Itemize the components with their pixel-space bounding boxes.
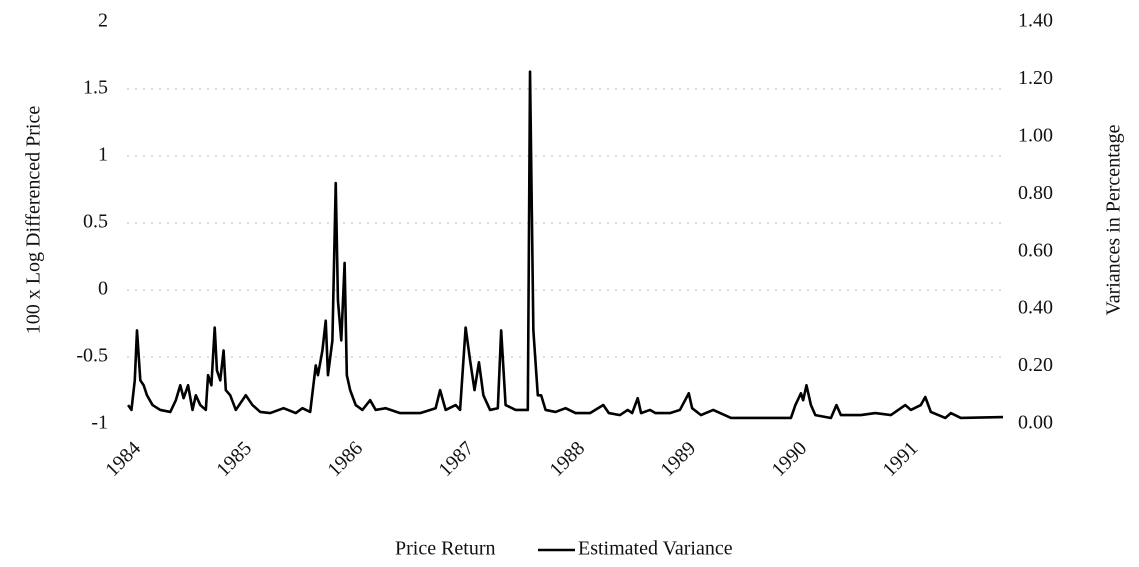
y-tick-label: 0: [98, 278, 108, 300]
x-tick-label: 1985: [212, 437, 256, 481]
y2-axis-title: Variances in Percentage: [1103, 124, 1125, 315]
y2-tick-label: 0.00: [1018, 412, 1053, 434]
y-tick-label: -0.5: [76, 345, 108, 367]
x-tick-label: 1990: [767, 437, 811, 481]
x-tick-label: 1989: [656, 437, 700, 481]
y2-tick-label: 0.40: [1018, 297, 1053, 319]
y2-tick-label: 0.80: [1018, 182, 1053, 204]
y-axis-title: 100 x Log Differenced Price: [23, 106, 45, 335]
y-tick-label: -1: [91, 412, 108, 434]
y2-tick-label: 1.40: [1018, 10, 1053, 32]
y-tick-label: 0.5: [83, 211, 108, 233]
y-tick-label: 1.5: [83, 77, 108, 99]
x-tick-label: 1986: [323, 437, 367, 481]
x-tick-label: 1987: [434, 437, 478, 481]
legend-label: Estimated Variance: [578, 538, 733, 560]
y2-tick-label: 0.20: [1018, 354, 1053, 376]
y2-tick-label: 1.00: [1018, 124, 1053, 146]
y2-tick-label: 0.60: [1018, 239, 1053, 261]
y-tick-label: 1: [98, 144, 108, 166]
series-line: [127, 70, 1004, 420]
y-tick-label: 2: [98, 10, 108, 32]
x-tick-label: 1984: [101, 437, 145, 481]
x-tick-label: 1991: [878, 437, 922, 481]
x-tick-label: 1988: [545, 437, 589, 481]
legend-label: Price Return: [395, 538, 496, 560]
y2-tick-label: 1.20: [1018, 67, 1053, 89]
